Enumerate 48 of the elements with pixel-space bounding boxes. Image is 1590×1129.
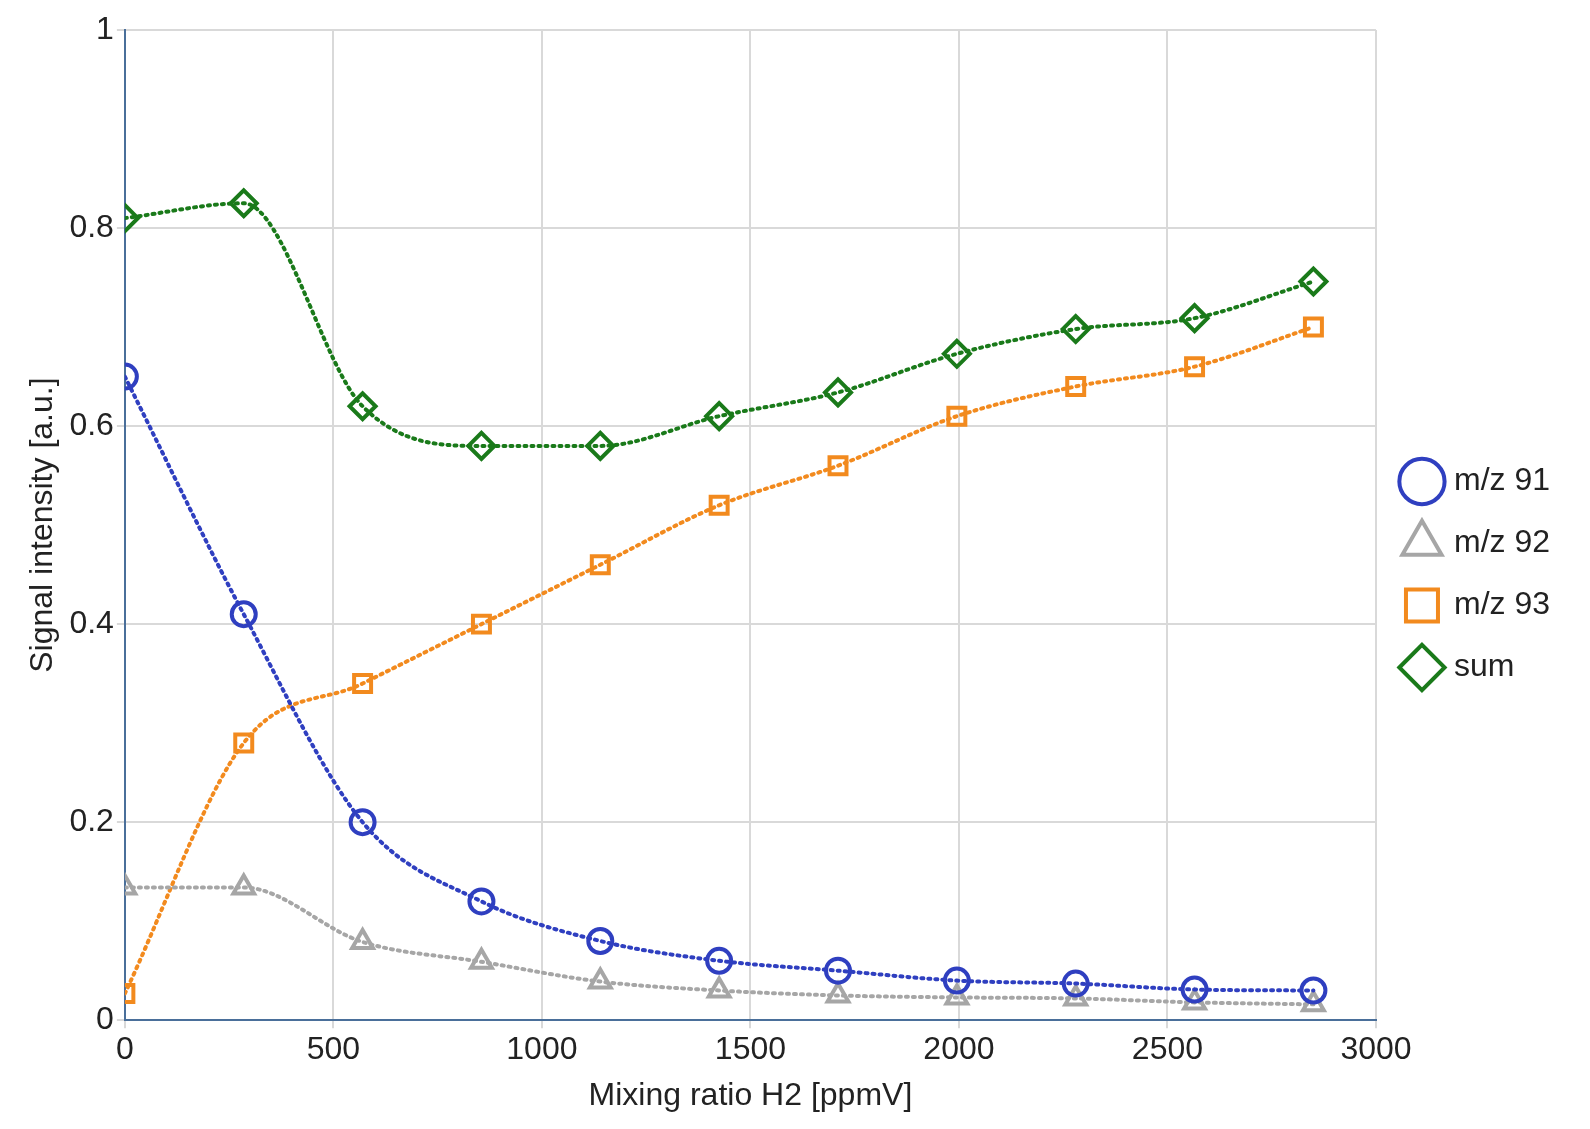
legend-label: m/z 91 <box>1453 461 1550 498</box>
x-tick-label: 2000 <box>923 1030 995 1067</box>
x-tick-label: 1000 <box>506 1030 578 1067</box>
point <box>824 956 852 985</box>
point <box>941 338 972 369</box>
point <box>942 966 971 995</box>
y-tick-label: 0.2 <box>69 801 114 838</box>
point <box>704 401 735 432</box>
legend-label: m/z 93 <box>1453 585 1550 622</box>
point <box>347 391 378 422</box>
point <box>1298 266 1329 297</box>
point <box>1299 976 1328 1005</box>
point <box>1302 316 1324 338</box>
y-tick-label: 0.6 <box>69 405 114 442</box>
y-tick-label: 0.8 <box>69 207 114 244</box>
y-tick-label: 1 <box>96 9 114 46</box>
point <box>229 600 258 629</box>
point <box>348 808 377 837</box>
legend-label: m/z 92 <box>1453 523 1550 560</box>
point <box>1061 969 1090 998</box>
point <box>586 926 615 955</box>
x-tick-label: 1500 <box>714 1030 787 1067</box>
point <box>827 455 849 477</box>
y-tick-label: 0 <box>96 1000 114 1037</box>
point <box>228 188 259 219</box>
point <box>470 613 492 635</box>
point <box>233 732 255 754</box>
point <box>1179 303 1210 334</box>
point <box>1180 975 1209 1004</box>
point <box>1060 314 1091 345</box>
y-tick-label: 0.4 <box>69 603 114 640</box>
x-tick-label: 3000 <box>1340 1030 1412 1067</box>
point <box>585 430 616 461</box>
point <box>467 887 496 916</box>
point <box>708 494 730 516</box>
point <box>589 554 611 576</box>
x-axis-title: Mixing ratio H2 [ppmV] <box>588 1075 913 1112</box>
y-axis-title: Signal intensity [a.u.] <box>23 377 60 673</box>
point <box>1184 356 1206 378</box>
point <box>823 377 853 408</box>
legend-label: sum <box>1453 647 1515 684</box>
point <box>705 946 734 975</box>
point <box>946 405 968 427</box>
point <box>352 673 374 695</box>
point <box>1065 375 1087 397</box>
x-tick-label: 500 <box>306 1030 361 1067</box>
point <box>466 430 497 461</box>
x-tick-label: 2500 <box>1131 1030 1204 1067</box>
